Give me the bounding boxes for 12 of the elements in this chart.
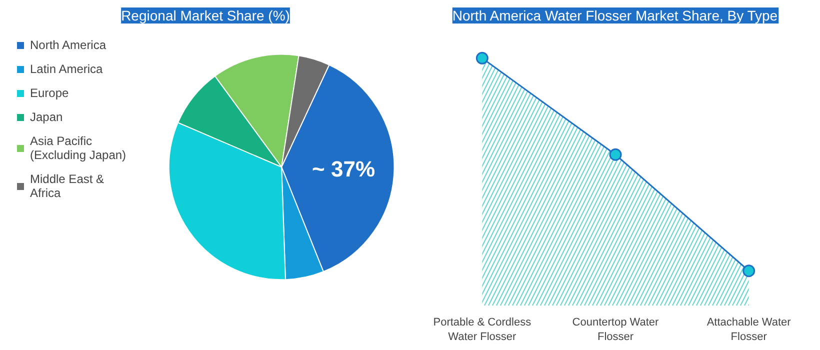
x-tick-label: Attachable Water Flosser (706, 316, 792, 343)
legend-label: Japan (30, 110, 63, 124)
x-tick-label: Countertop Water Flosser (572, 316, 660, 343)
legend-label: Middle East & Africa (30, 172, 104, 200)
legend-label: Latin America (30, 62, 103, 76)
legend-label: North America (30, 38, 106, 52)
chart-title: Regional Market Share (%) (121, 8, 290, 24)
legend-label: Asia Pacific (Excluding Japan) (30, 134, 126, 162)
chart-title: North America Water Flosser Market Share, By Type (452, 8, 778, 24)
x-tick-label: Portable & Cordless Water Flosser (433, 316, 532, 343)
data-label: ~ 37% (312, 156, 376, 182)
legend-label: Europe (30, 86, 69, 100)
